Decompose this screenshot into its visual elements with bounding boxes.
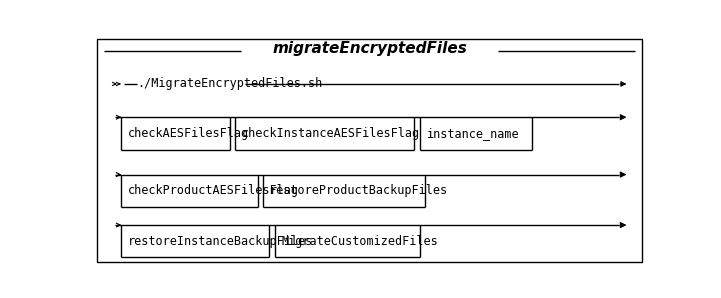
Text: checkInstanceAESFilesFlag: checkInstanceAESFilesFlag — [242, 127, 420, 140]
Text: checkAESFilesFlag: checkAESFilesFlag — [128, 127, 249, 140]
Text: restoreProductBackupFiles: restoreProductBackupFiles — [270, 184, 448, 197]
Text: checkProductAESFilesFlag: checkProductAESFilesFlag — [128, 184, 298, 197]
Text: instance_name: instance_name — [427, 127, 519, 140]
Text: MigrateCustomizedFiles: MigrateCustomizedFiles — [281, 235, 438, 248]
Text: restoreInstanceBackupFiles: restoreInstanceBackupFiles — [128, 235, 313, 248]
Text: migrateEncryptedFiles: migrateEncryptedFiles — [272, 41, 467, 56]
Text: ./MigrateEncryptedFiles.sh: ./MigrateEncryptedFiles.sh — [138, 77, 323, 91]
